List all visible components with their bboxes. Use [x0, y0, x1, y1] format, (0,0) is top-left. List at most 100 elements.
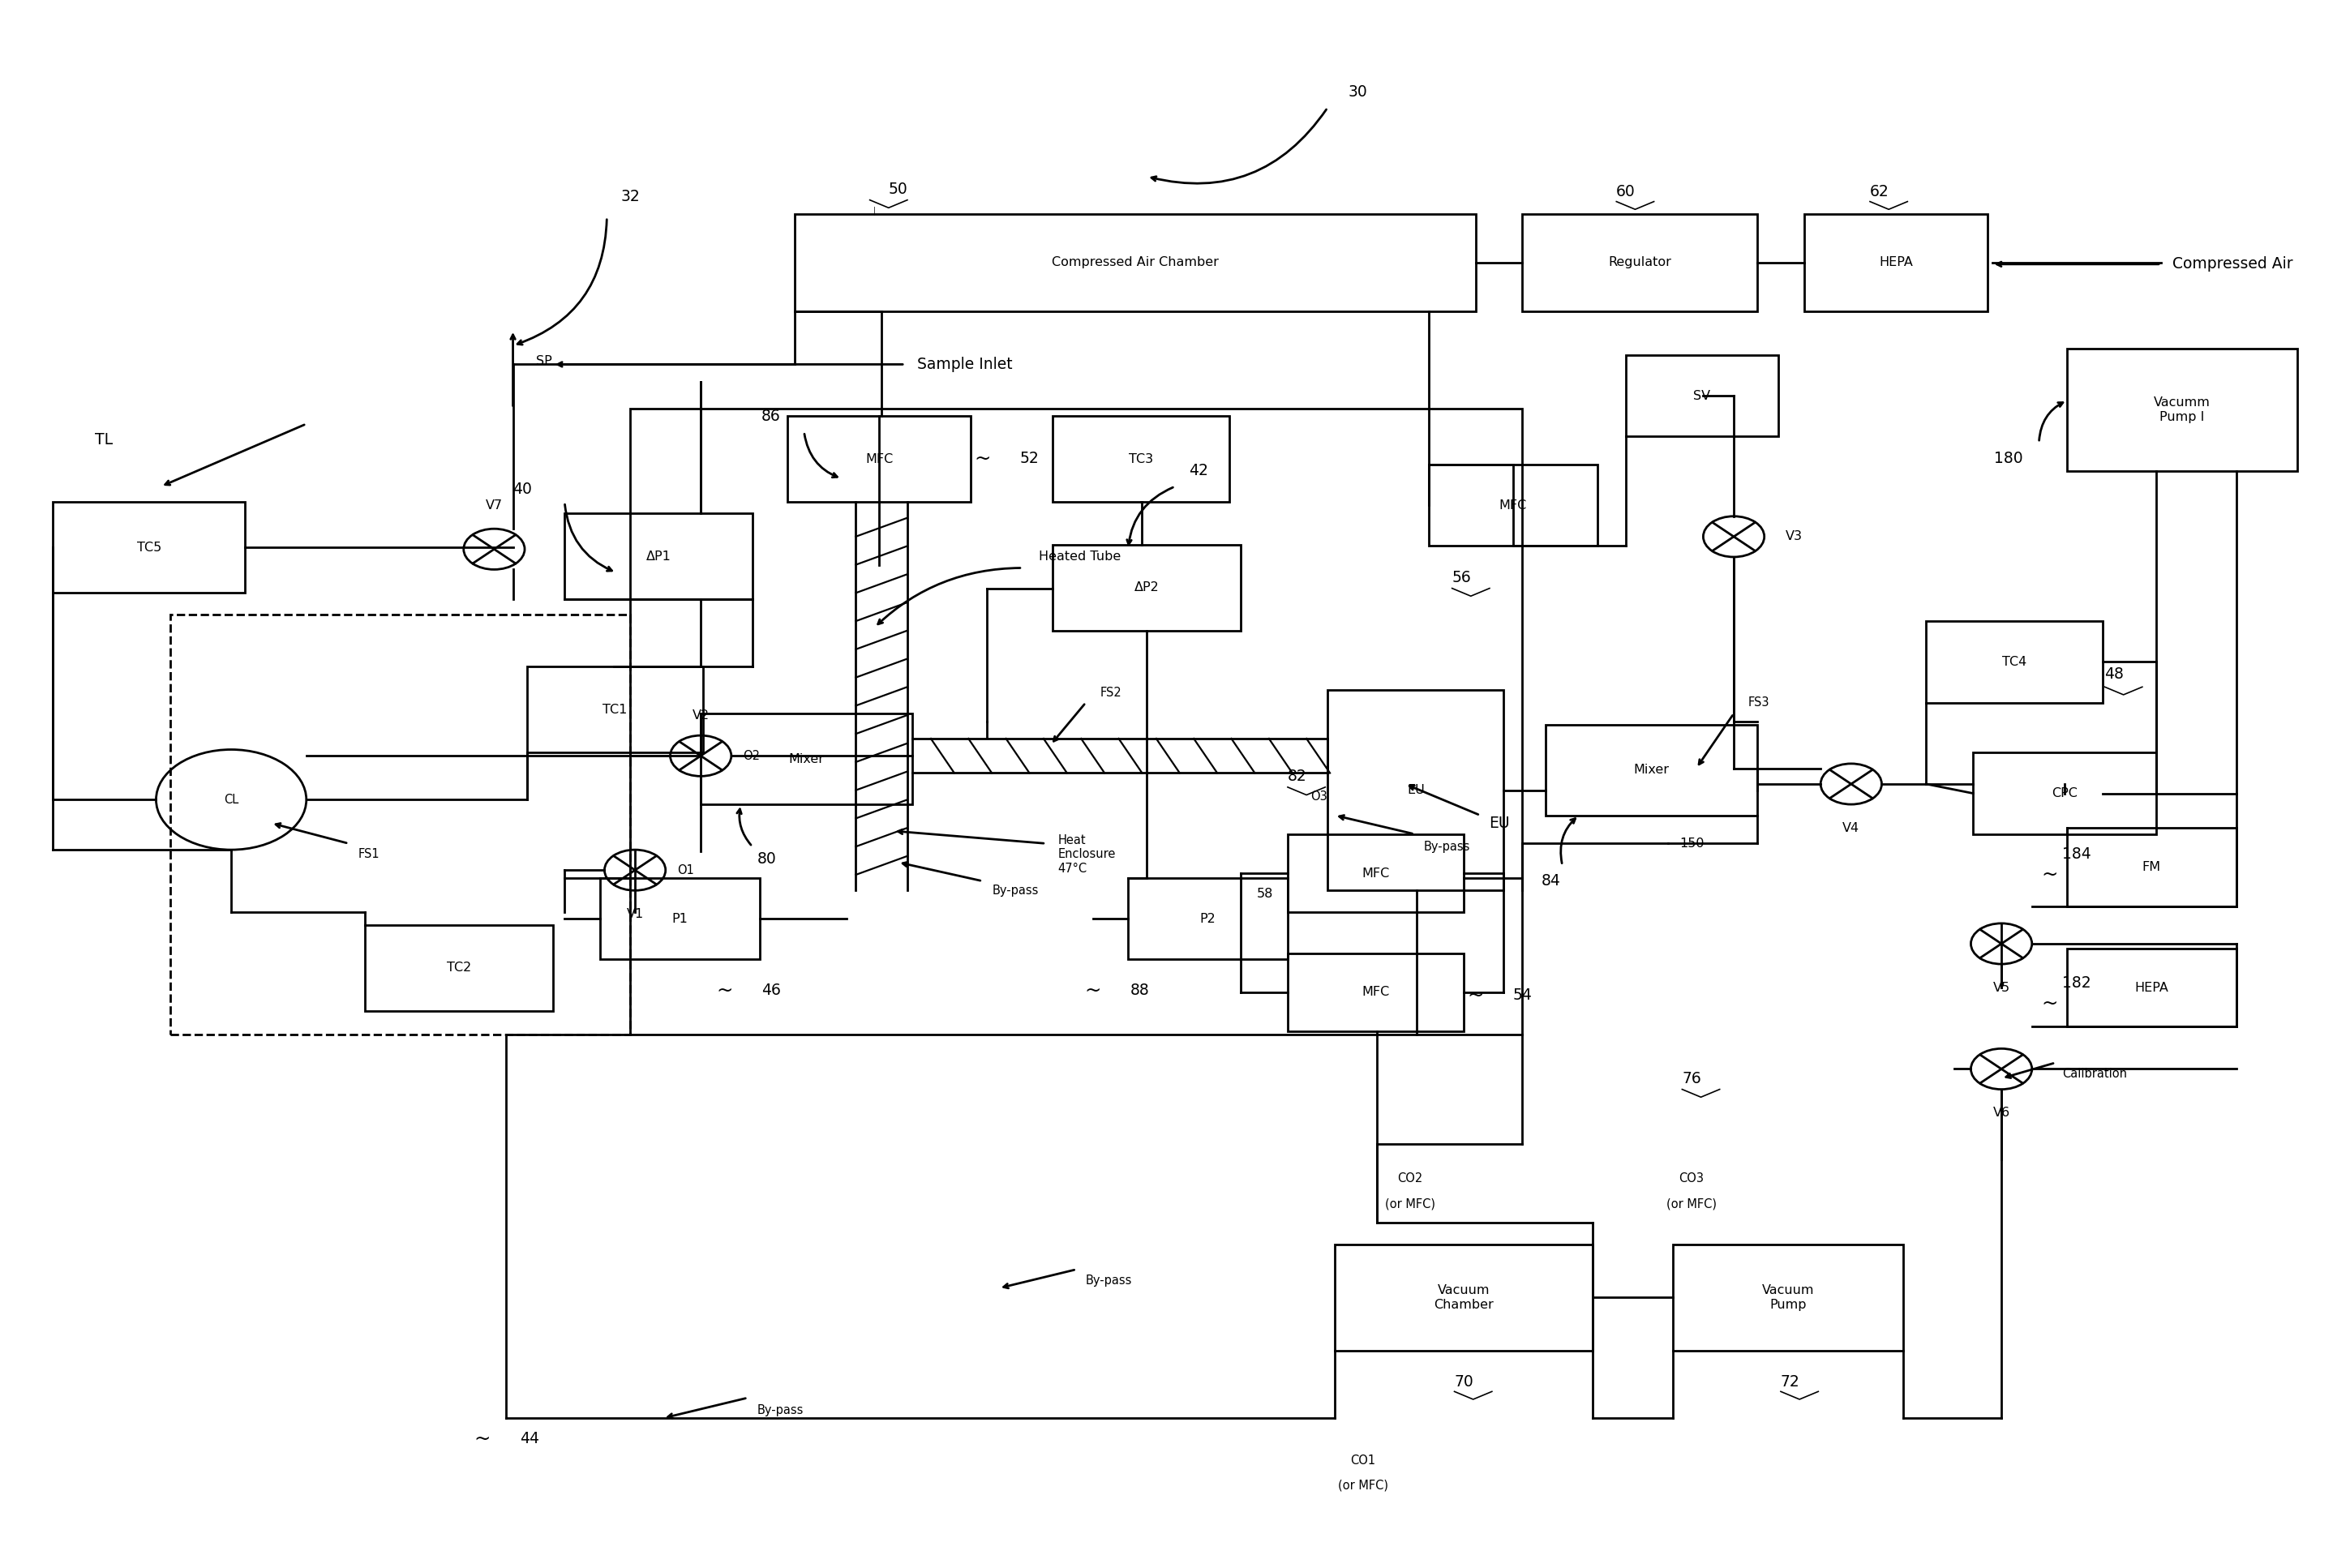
- Text: Compressed Air Chamber: Compressed Air Chamber: [1050, 257, 1220, 268]
- Text: Sample Inlet: Sample Inlet: [916, 356, 1013, 372]
- Text: CO3: CO3: [1678, 1173, 1704, 1185]
- Bar: [599, 878, 759, 960]
- Text: Heated Tube: Heated Tube: [1039, 550, 1121, 563]
- Text: 44: 44: [519, 1430, 538, 1446]
- Bar: [1128, 878, 1288, 960]
- Text: By-pass: By-pass: [1086, 1275, 1133, 1286]
- Bar: [2068, 949, 2237, 1027]
- Text: V7: V7: [486, 499, 503, 511]
- Text: 184: 184: [2063, 847, 2092, 862]
- Text: O1: O1: [677, 864, 693, 877]
- Text: ~: ~: [1086, 982, 1102, 1000]
- Text: FS3: FS3: [1748, 696, 1770, 709]
- Text: Mixer: Mixer: [1633, 764, 1668, 776]
- Bar: [1927, 621, 2103, 702]
- Text: ~: ~: [1466, 986, 1483, 1005]
- Text: O3: O3: [1311, 790, 1328, 803]
- Text: EU: EU: [1408, 784, 1424, 797]
- Text: 182: 182: [2063, 975, 2092, 991]
- Text: MFC: MFC: [865, 453, 893, 466]
- Text: 32: 32: [620, 190, 639, 204]
- Text: 48: 48: [2103, 666, 2124, 682]
- Text: V3: V3: [1786, 530, 1802, 543]
- Text: 84: 84: [1542, 873, 1560, 889]
- Text: 42: 42: [1189, 463, 1208, 478]
- Text: Vacuum
Pump: Vacuum Pump: [1762, 1284, 1814, 1311]
- Text: SV: SV: [1694, 389, 1711, 401]
- Text: ΔP2: ΔP2: [1135, 582, 1159, 594]
- Text: 72: 72: [1781, 1375, 1800, 1389]
- Bar: [1335, 1245, 1593, 1350]
- Text: Vacuum
Chamber: Vacuum Chamber: [1434, 1284, 1495, 1311]
- Text: TC4: TC4: [2002, 655, 2026, 668]
- Text: FS1: FS1: [357, 848, 381, 861]
- Text: TL: TL: [94, 431, 113, 447]
- Text: 62: 62: [1871, 185, 1889, 199]
- Bar: [169, 615, 630, 1035]
- Text: Mixer: Mixer: [790, 753, 825, 765]
- Text: 70: 70: [1455, 1375, 1473, 1389]
- Bar: [1805, 215, 1988, 310]
- Text: (or MFC): (or MFC): [1337, 1479, 1389, 1491]
- Bar: [1288, 953, 1464, 1032]
- Text: FS2: FS2: [1100, 687, 1121, 699]
- Text: 58: 58: [1257, 887, 1274, 900]
- Text: HEPA: HEPA: [2134, 982, 2169, 994]
- Bar: [630, 408, 1523, 1035]
- Text: P2: P2: [1201, 913, 1215, 925]
- Text: V6: V6: [1993, 1107, 2009, 1120]
- Text: 82: 82: [1288, 768, 1307, 784]
- Text: TC2: TC2: [446, 961, 472, 974]
- Text: V1: V1: [627, 908, 644, 920]
- Text: ΔP1: ΔP1: [646, 550, 672, 563]
- Text: 86: 86: [761, 408, 780, 423]
- Text: 50: 50: [888, 182, 907, 196]
- Text: ~: ~: [717, 982, 733, 1000]
- Text: 76: 76: [1683, 1071, 1701, 1087]
- Text: CO1: CO1: [1351, 1455, 1375, 1466]
- Text: 150: 150: [1680, 837, 1704, 850]
- Bar: [364, 925, 552, 1011]
- Bar: [1626, 354, 1779, 436]
- Text: 180: 180: [1995, 450, 2023, 466]
- Text: Heat
Enclosure
47°C: Heat Enclosure 47°C: [1058, 834, 1116, 875]
- Bar: [1053, 544, 1241, 630]
- Text: 60: 60: [1617, 185, 1636, 199]
- Bar: [1429, 464, 1598, 546]
- Text: 52: 52: [1020, 450, 1039, 466]
- Bar: [1053, 416, 1229, 502]
- Text: CPC: CPC: [2052, 787, 2077, 800]
- Text: ~: ~: [2042, 866, 2059, 884]
- Text: Compressed Air: Compressed Air: [2174, 257, 2294, 271]
- Text: (or MFC): (or MFC): [1666, 1198, 1716, 1209]
- Text: ~: ~: [2042, 994, 2059, 1013]
- Text: TC5: TC5: [136, 541, 162, 554]
- Text: MFC: MFC: [1363, 867, 1389, 880]
- Bar: [1328, 690, 1504, 891]
- Text: MFC: MFC: [1499, 499, 1528, 511]
- Bar: [2068, 348, 2298, 470]
- Bar: [700, 713, 912, 804]
- Text: V4: V4: [1842, 822, 1859, 834]
- Bar: [52, 502, 244, 593]
- Text: FM: FM: [2143, 861, 2162, 873]
- Bar: [1546, 724, 1758, 815]
- Bar: [526, 666, 703, 753]
- Text: By-pass: By-pass: [992, 884, 1039, 897]
- Text: EU: EU: [1488, 815, 1509, 831]
- Text: 30: 30: [1349, 85, 1368, 100]
- Text: O2: O2: [743, 750, 759, 762]
- Text: 56: 56: [1452, 569, 1471, 585]
- Bar: [1673, 1245, 1904, 1350]
- Bar: [794, 215, 1476, 310]
- Text: TC3: TC3: [1128, 453, 1154, 466]
- Text: V5: V5: [1993, 982, 2009, 994]
- Text: 88: 88: [1130, 983, 1149, 999]
- Text: 80: 80: [757, 851, 776, 867]
- Text: CL: CL: [223, 793, 240, 806]
- Text: HEPA: HEPA: [1878, 257, 1913, 268]
- Text: TC1: TC1: [602, 704, 627, 715]
- Text: P1: P1: [672, 913, 689, 925]
- Text: 54: 54: [1513, 988, 1532, 1004]
- Text: Calibration: Calibration: [2063, 1068, 2127, 1080]
